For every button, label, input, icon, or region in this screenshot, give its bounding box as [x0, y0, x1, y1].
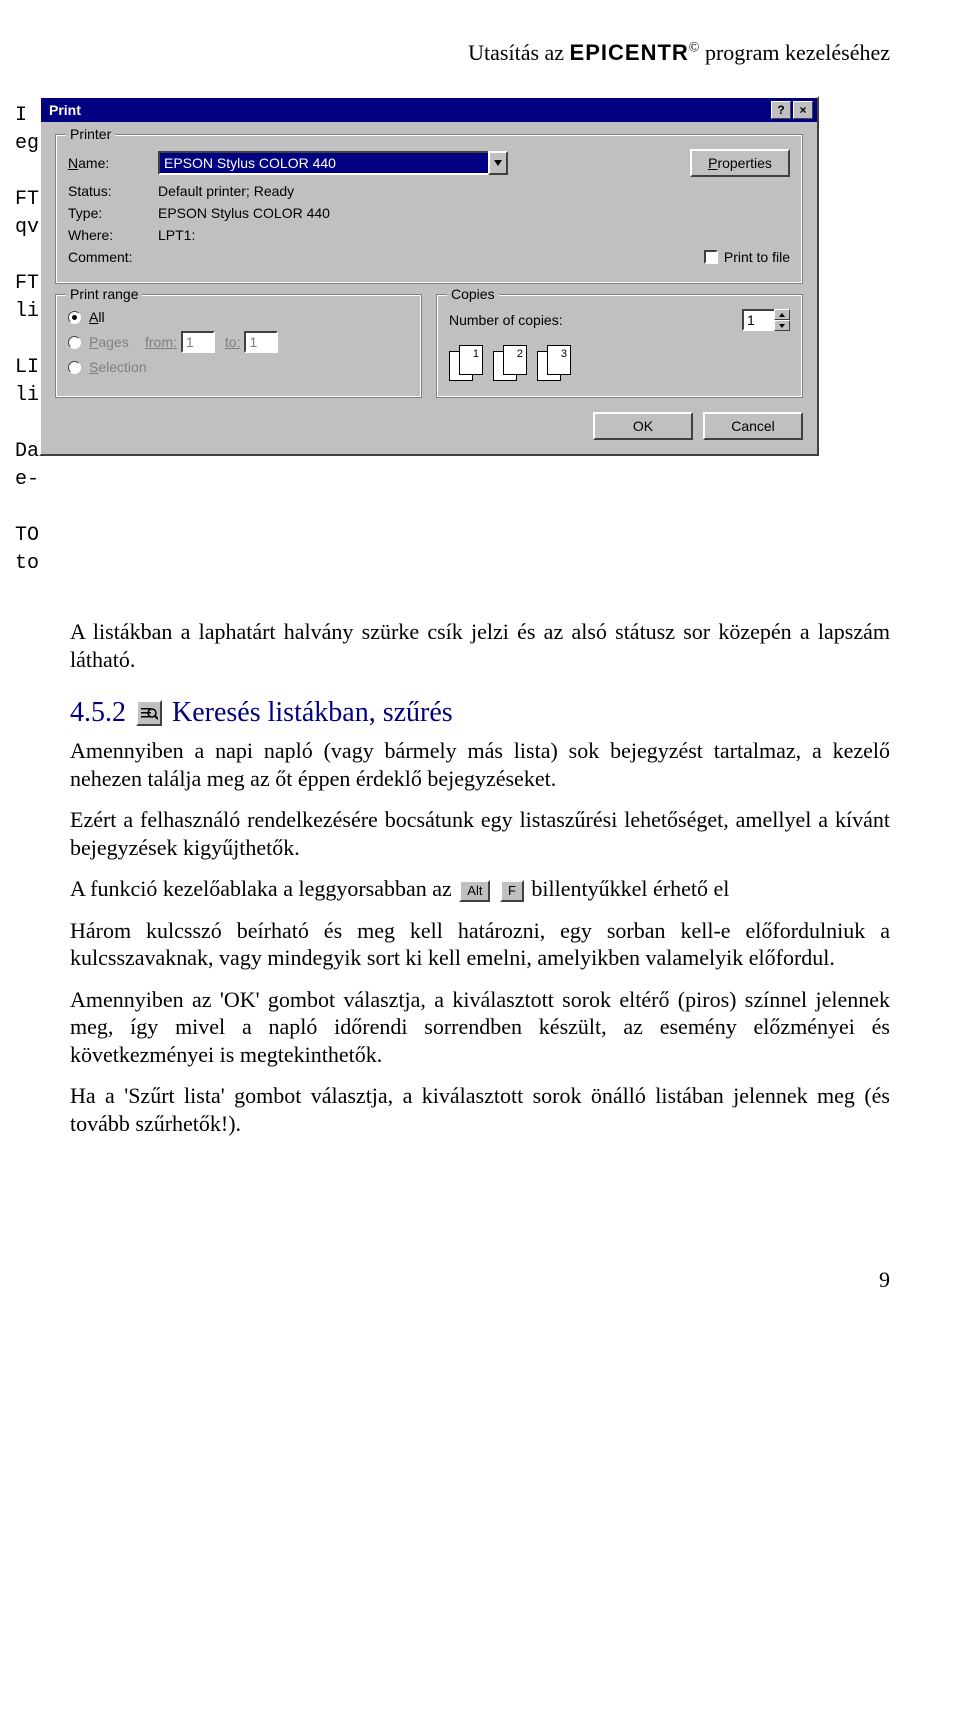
key-alt-icon: Alt [459, 880, 490, 902]
num-copies-value[interactable]: 1 [742, 309, 776, 331]
paragraph-1: A listákban a laphatárt halvány szürke c… [70, 618, 890, 673]
chevron-down-icon[interactable] [488, 151, 508, 175]
help-button[interactable]: ? [771, 101, 791, 119]
p4-part-b: billentyűkkel érhető el [531, 876, 729, 901]
spin-down-icon[interactable] [774, 320, 790, 331]
header-suffix: program kezeléséhez [699, 40, 890, 65]
status-value: Default printer; Ready [158, 183, 294, 199]
header-prefix: Utasítás az [468, 40, 569, 65]
screenshot-region: I eg FT qv FT li LI li Da e- TO to Print… [15, 96, 920, 578]
p4-part-a: A funkció kezelőablaka a leggyorsabban a… [70, 876, 457, 901]
search-icon [136, 700, 162, 726]
print-to-file-label: Print to file [724, 249, 790, 265]
header-copy: © [689, 41, 700, 56]
status-label: Status: [68, 183, 158, 199]
properties-button[interactable]: Properties [690, 149, 790, 177]
printer-group: Printer Name: EPSON Stylus COLOR 440 Pro… [55, 134, 803, 284]
spin-up-icon[interactable] [774, 309, 790, 320]
type-value: EPSON Stylus COLOR 440 [158, 205, 330, 221]
printer-legend: Printer [66, 126, 115, 142]
section-number: 4.5.2 [70, 697, 126, 729]
printer-name-value: EPSON Stylus COLOR 440 [158, 151, 488, 175]
background-window-fragment: I eg FT qv FT li LI li Da e- TO to [15, 96, 35, 578]
page-header: Utasítás az EPICENTR© program kezeléséhe… [70, 40, 890, 66]
paragraph-3: Ezért a felhasználó rendelkezésére bocsá… [70, 806, 890, 861]
num-copies-spinner[interactable]: 1 [742, 309, 790, 331]
range-pages-label: Pages [89, 334, 145, 350]
collate-preview [449, 345, 790, 385]
range-selection-label: Selection [89, 359, 147, 375]
name-label: Name: [68, 155, 158, 171]
header-brand: EPICENTR [570, 40, 689, 65]
paragraph-6: Amennyiben az 'OK' gombot választja, a k… [70, 986, 890, 1069]
print-to-file-checkbox[interactable] [704, 250, 718, 264]
key-f-icon: F [500, 880, 524, 902]
section-heading: 4.5.2 Keresés listákban, szűrés [70, 697, 890, 729]
range-all-label: All [89, 309, 105, 325]
copies-legend: Copies [447, 286, 499, 302]
close-button[interactable]: × [793, 101, 813, 119]
type-label: Type: [68, 205, 158, 221]
ok-button[interactable]: OK [593, 412, 693, 440]
range-legend: Print range [66, 286, 142, 302]
from-label: from: [145, 334, 177, 350]
from-input[interactable]: 1 [181, 331, 215, 353]
titlebar[interactable]: Print ? × [41, 98, 817, 122]
paragraph-7: Ha a 'Szűrt lista' gombot választja, a k… [70, 1082, 890, 1137]
num-copies-label: Number of copies: [449, 312, 742, 328]
copies-group: Copies Number of copies: 1 [436, 294, 803, 398]
paragraph-4: A funkció kezelőablaka a leggyorsabban a… [70, 875, 890, 903]
print-range-group: Print range All Pages from: 1 to: 1 [55, 294, 422, 398]
comment-label: Comment: [68, 249, 158, 265]
range-all-radio[interactable] [68, 311, 81, 324]
section-title-text: Keresés listákban, szűrés [172, 697, 453, 729]
paragraph-2: Amennyiben a napi napló (vagy bármely má… [70, 737, 890, 792]
page-number: 9 [70, 1267, 890, 1293]
range-selection-radio[interactable] [68, 361, 81, 374]
to-input[interactable]: 1 [244, 331, 278, 353]
dialog-title: Print [45, 102, 769, 118]
range-pages-radio[interactable] [68, 336, 81, 349]
where-value: LPT1: [158, 227, 195, 243]
print-dialog: Print ? × Printer Name: EPSON Stylus COL… [39, 96, 819, 456]
where-label: Where: [68, 227, 158, 243]
cancel-button[interactable]: Cancel [703, 412, 803, 440]
to-label: to: [225, 334, 241, 350]
paragraph-5: Három kulcsszó beírható és meg kell hatá… [70, 917, 890, 972]
printer-name-combo[interactable]: EPSON Stylus COLOR 440 [158, 151, 508, 175]
